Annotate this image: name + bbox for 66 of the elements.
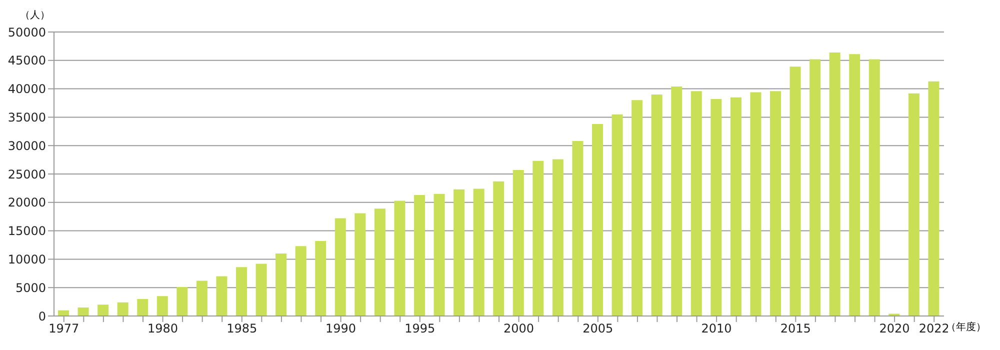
x-tick-label: 2005 [582, 322, 614, 336]
bar [434, 194, 445, 316]
bar [473, 188, 484, 316]
x-tick-label: 1977 [48, 322, 80, 336]
bar [354, 213, 366, 316]
x-tick-label: 2020 [879, 322, 910, 336]
bar [493, 181, 504, 316]
bar [552, 159, 564, 316]
x-tick-label: 2022 [918, 322, 950, 336]
y-tick-label: 40000 [8, 82, 46, 96]
bar [176, 287, 188, 316]
bar [790, 66, 801, 316]
y-tick-label: 30000 [8, 138, 46, 153]
bar [532, 160, 544, 316]
y-tick-label: 50000 [8, 25, 46, 40]
bar [216, 276, 228, 316]
bar [671, 86, 682, 316]
bar [454, 189, 465, 316]
bar [315, 241, 326, 316]
bar [750, 92, 762, 316]
bar [117, 302, 128, 316]
bar [196, 280, 208, 316]
bar [137, 298, 148, 316]
bar [78, 307, 89, 316]
bar [276, 254, 287, 316]
bar [334, 218, 346, 316]
x-tick-label: 2010 [701, 322, 732, 336]
y-tick-label: 20000 [8, 196, 46, 210]
bar [632, 100, 643, 316]
bar [295, 246, 306, 316]
x-tick-label: 1995 [404, 322, 436, 336]
bar [572, 141, 584, 316]
y-tick-label: 35000 [8, 110, 46, 124]
x-tick-label: 1990 [326, 322, 356, 336]
x-tick-label: 1980 [148, 322, 178, 336]
bar [98, 304, 109, 316]
bar [512, 170, 524, 316]
bar [928, 81, 940, 316]
bar [908, 93, 920, 316]
bar [414, 195, 425, 316]
y-tick-label: 25000 [8, 167, 46, 182]
bar [612, 114, 623, 316]
bar [394, 200, 406, 316]
bar [256, 264, 267, 316]
y-tick-label: 45000 [8, 54, 46, 68]
bar [730, 97, 742, 316]
bar [770, 91, 781, 316]
bar [592, 124, 603, 316]
bar [651, 94, 662, 316]
y-tick-label: 0 [38, 309, 46, 324]
x-tick-label: 2015 [780, 322, 811, 336]
bar [156, 296, 168, 316]
y-tick-label: 5000 [15, 280, 46, 295]
y-axis-title: （人） [20, 9, 50, 22]
bar [690, 91, 702, 316]
x-tick-label: 1985 [226, 322, 258, 336]
y-tick-label: 10000 [8, 252, 46, 266]
bar [710, 99, 722, 316]
bar [849, 54, 860, 316]
bar [829, 52, 840, 316]
x-tick-label: 2000 [504, 322, 534, 336]
y-tick-label: 15000 [8, 224, 46, 238]
bar [374, 208, 386, 316]
bar [236, 267, 247, 316]
bar [868, 59, 880, 316]
bar [810, 59, 821, 316]
